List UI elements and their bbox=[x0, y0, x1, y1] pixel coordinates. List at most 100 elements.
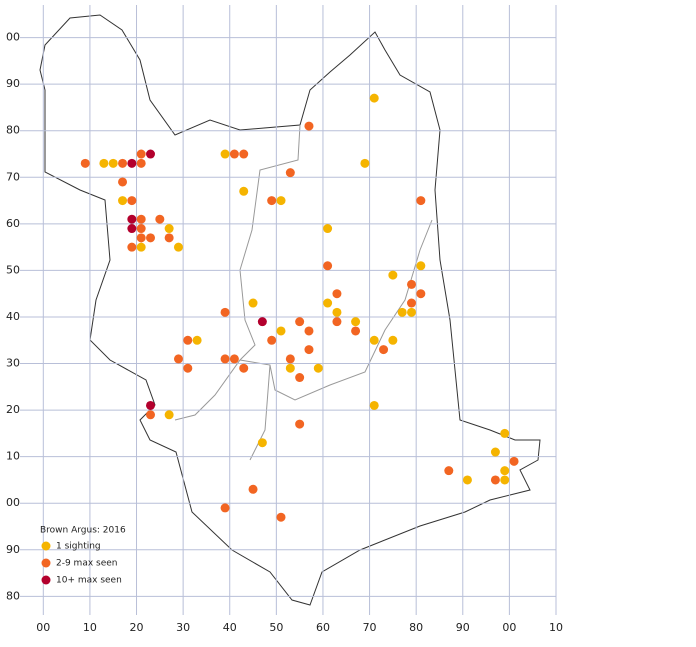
sighting-dot bbox=[416, 196, 426, 206]
sighting-dot bbox=[444, 466, 454, 476]
axes: 00 10 20 30 40 50 60 70 80 90 00 10 80 90 00 10 20 30 40 50… bbox=[6, 5, 563, 634]
sighting-dot bbox=[323, 298, 333, 308]
sighting-dot bbox=[360, 158, 370, 168]
y-tick-label: 00 bbox=[6, 496, 20, 509]
sighting-dot bbox=[295, 419, 305, 429]
sighting-dot bbox=[146, 400, 156, 410]
legend-label: 1 sighting bbox=[56, 542, 101, 552]
sighting-dot bbox=[416, 289, 426, 299]
sighting-dot bbox=[118, 177, 128, 187]
y-tick-label: 30 bbox=[6, 357, 20, 370]
y-tick-label: 90 bbox=[6, 543, 20, 556]
sighting-dot bbox=[500, 428, 510, 438]
sighting-dot bbox=[276, 196, 286, 206]
y-tick-label: 20 bbox=[6, 403, 20, 416]
map-outline bbox=[39, 14, 541, 606]
sighting-dot bbox=[407, 307, 417, 317]
district-boundary bbox=[174, 124, 433, 461]
sighting-dot bbox=[239, 149, 249, 159]
legend-swatch bbox=[41, 541, 51, 551]
sighting-dot bbox=[164, 224, 174, 234]
x-tick-label: 60 bbox=[316, 621, 330, 634]
sighting-dot bbox=[146, 149, 156, 159]
sighting-dot bbox=[313, 363, 323, 373]
sighting-dot bbox=[304, 121, 314, 131]
x-tick-label: 30 bbox=[176, 621, 190, 634]
sighting-dot bbox=[164, 410, 174, 420]
sighting-dot bbox=[407, 279, 417, 289]
sighting-dot bbox=[136, 224, 146, 234]
sighting-dot bbox=[332, 317, 342, 327]
sighting-dot bbox=[99, 158, 109, 168]
sighting-dot bbox=[127, 224, 137, 234]
sighting-dot bbox=[285, 354, 295, 364]
sighting-dot bbox=[285, 168, 295, 178]
sighting-dot bbox=[397, 307, 407, 317]
legend-label: 10+ max seen bbox=[56, 576, 122, 586]
sighting-dot bbox=[407, 298, 417, 308]
sighting-dot bbox=[304, 345, 314, 355]
x-tick-label: 20 bbox=[130, 621, 144, 634]
sighting-dot bbox=[220, 354, 230, 364]
sighting-dot bbox=[462, 475, 472, 485]
sighting-dot bbox=[369, 400, 379, 410]
sighting-dot bbox=[509, 456, 519, 466]
sighting-dot bbox=[388, 270, 398, 280]
sighting-dot bbox=[304, 326, 314, 336]
sighting-dot bbox=[248, 484, 258, 494]
sighting-dot bbox=[127, 196, 137, 206]
y-tick-label: 70 bbox=[6, 170, 20, 183]
legend-swatch bbox=[41, 558, 51, 568]
x-tick-label: 80 bbox=[409, 621, 423, 634]
sighting-dot bbox=[276, 326, 286, 336]
legend-title: Brown Argus: 2016 bbox=[40, 526, 126, 536]
sighting-dot bbox=[136, 214, 146, 224]
sighting-dot bbox=[267, 335, 277, 345]
sighting-dot bbox=[127, 214, 137, 224]
sighting-dot bbox=[369, 93, 379, 103]
county-boundary bbox=[39, 14, 541, 606]
sighting-dot bbox=[146, 410, 156, 420]
y-tick-label: 60 bbox=[6, 217, 20, 230]
sighting-dot bbox=[332, 307, 342, 317]
x-tick-label: 90 bbox=[456, 621, 470, 634]
sighting-dot bbox=[351, 326, 361, 336]
sighting-dot bbox=[351, 317, 361, 327]
y-tick-label: 10 bbox=[6, 450, 20, 463]
x-tick-label: 70 bbox=[363, 621, 377, 634]
x-tick-label: 00 bbox=[502, 621, 516, 634]
legend: Brown Argus: 2016 1 sighting 2-9 max seen… bbox=[40, 526, 126, 586]
sighting-dot bbox=[183, 335, 193, 345]
sighting-dot bbox=[173, 354, 183, 364]
x-tick-label: 10 bbox=[83, 621, 97, 634]
sighting-dot bbox=[220, 503, 230, 513]
sighting-dot bbox=[257, 438, 267, 448]
x-tick-label: 10 bbox=[549, 621, 563, 634]
sighting-dot bbox=[416, 261, 426, 271]
y-tick-label: 80 bbox=[6, 589, 20, 602]
sighting-dot bbox=[490, 447, 500, 457]
points bbox=[80, 93, 519, 522]
sighting-dot bbox=[248, 298, 258, 308]
y-tick-label: 40 bbox=[6, 310, 20, 323]
sighting-dot bbox=[164, 233, 174, 243]
sighting-dot bbox=[220, 307, 230, 317]
sighting-dot bbox=[285, 363, 295, 373]
sighting-dot bbox=[220, 149, 230, 159]
sighting-dot bbox=[127, 242, 137, 252]
y-tick-label: 00 bbox=[6, 31, 20, 44]
x-tick-label: 50 bbox=[269, 621, 283, 634]
sighting-dot bbox=[276, 512, 286, 522]
sighting-dot bbox=[127, 158, 137, 168]
sighting-dot bbox=[229, 354, 239, 364]
sighting-dot bbox=[332, 289, 342, 299]
sighting-dot bbox=[118, 158, 128, 168]
sighting-dot bbox=[136, 149, 146, 159]
sighting-dot bbox=[490, 475, 500, 485]
sighting-dot bbox=[369, 335, 379, 345]
y-tick-label: 50 bbox=[6, 263, 20, 276]
sighting-dot bbox=[323, 261, 333, 271]
y-tick-label: 90 bbox=[6, 77, 20, 90]
sighting-dot bbox=[118, 196, 128, 206]
